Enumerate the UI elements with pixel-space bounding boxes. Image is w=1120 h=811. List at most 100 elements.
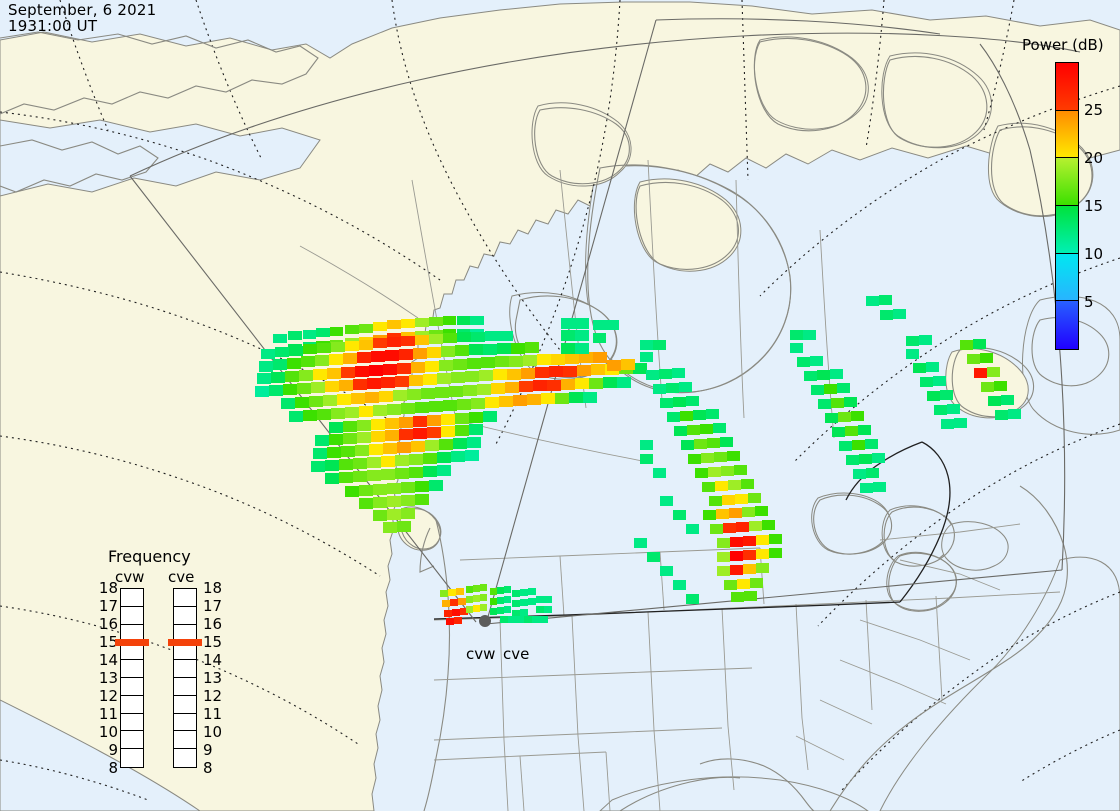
scatter-cell	[466, 606, 473, 613]
scatter-cell	[995, 410, 1008, 420]
scatter-cell	[563, 366, 577, 377]
scatter-cell	[466, 596, 473, 603]
scatter-cell	[415, 318, 429, 327]
scatter-cell	[680, 411, 693, 421]
scatter-cell	[561, 343, 575, 354]
scatter-cell	[255, 386, 269, 397]
scatter-cell	[513, 395, 527, 406]
scatter-cell	[593, 352, 607, 363]
scatter-cell	[551, 354, 565, 365]
scatter-cell	[303, 330, 316, 339]
scatter-cell	[303, 344, 317, 354]
island	[753, 36, 869, 130]
scatter-cell	[427, 347, 441, 358]
scatter-cell	[742, 507, 755, 517]
scatter-cell	[455, 425, 469, 436]
scatter-cell	[359, 485, 373, 496]
scatter-cell	[443, 333, 457, 343]
backscatter-cells	[255, 295, 1021, 625]
scatter-cell	[575, 318, 589, 329]
frequency-tick-row	[174, 589, 196, 607]
frequency-label-cve-11: 11	[203, 705, 223, 723]
scatter-cell	[395, 468, 409, 479]
frequency-label-cve-16: 16	[203, 615, 223, 633]
scatter-cell	[339, 472, 353, 483]
colorbar-title: Power (dB)	[1022, 36, 1104, 54]
frequency-tick-row	[121, 589, 143, 607]
scatter-cell	[954, 418, 967, 428]
island	[531, 102, 632, 187]
scatter-cell	[437, 452, 451, 463]
scatter-cell	[666, 383, 679, 393]
scatter-cell	[329, 354, 343, 365]
frequency-label-cve-14: 14	[203, 651, 223, 669]
scatter-cell	[736, 522, 749, 532]
scatter-cell	[435, 387, 449, 398]
scatter-cell	[536, 596, 544, 603]
scatter-cell	[454, 617, 462, 624]
scatter-cell	[528, 598, 536, 605]
scatter-cell	[504, 596, 511, 603]
scatter-cell	[723, 523, 736, 533]
scatter-cell	[717, 552, 730, 562]
colorbar-segment-1	[1056, 110, 1078, 159]
colorbar-tick-10: 10	[1084, 245, 1104, 263]
scatter-cell	[640, 454, 653, 464]
scatter-cell	[441, 426, 455, 437]
scatter-cell	[640, 352, 653, 362]
scatter-cell	[483, 411, 497, 422]
scatter-cell	[695, 468, 708, 478]
scatter-cell	[720, 437, 733, 447]
scatter-cell	[448, 589, 456, 596]
scatter-cell	[473, 605, 480, 612]
scatter-cell	[473, 595, 480, 602]
scatter-cell	[367, 378, 381, 389]
scatter-cell	[325, 460, 339, 471]
scatter-cell	[480, 594, 487, 601]
scatter-cell	[561, 330, 575, 341]
frequency-label-cvw-10: 10	[98, 723, 118, 741]
scatter-cell	[730, 551, 743, 561]
scatter-cell	[837, 383, 850, 393]
scatter-cell	[446, 618, 454, 625]
scatter-cell	[469, 424, 483, 435]
scatter-cell	[839, 441, 852, 451]
scatter-cell	[367, 457, 381, 468]
scatter-cell	[465, 450, 479, 461]
scatter-cell	[295, 397, 309, 408]
scatter-cell	[325, 473, 339, 484]
power-colorbar: Power (dB) 25 20 15 10 5	[1010, 36, 1120, 366]
scatter-cell	[858, 425, 871, 435]
scatter-cell	[437, 465, 451, 476]
scatter-cell	[845, 426, 858, 436]
scatter-cell	[371, 431, 385, 442]
scatter-cell	[672, 368, 685, 378]
scatter-cell	[261, 349, 275, 359]
scatter-cell	[844, 397, 857, 407]
scatter-cell	[659, 369, 672, 379]
scatter-cell	[399, 349, 413, 360]
scatter-cell	[401, 482, 415, 493]
scatter-cell	[353, 471, 367, 482]
scatter-cell	[458, 598, 466, 605]
frequency-tick-row	[121, 642, 143, 661]
scatter-cell	[469, 412, 483, 423]
scatter-cell	[880, 310, 893, 320]
scatter-cell	[439, 360, 453, 371]
scatter-cell	[401, 508, 415, 519]
scatter-cell	[353, 458, 367, 469]
scatter-cell	[325, 381, 339, 392]
scatter-cell	[743, 564, 756, 574]
scatter-cell	[505, 382, 519, 393]
scatter-cell	[415, 481, 429, 492]
scatter-cell	[413, 348, 427, 359]
frequency-label-cvw-8: 8	[108, 759, 118, 777]
scatter-cell	[810, 356, 823, 366]
scatter-cell	[547, 380, 561, 391]
scatter-cell	[575, 378, 589, 389]
scatter-cell	[467, 358, 481, 369]
scatter-cell	[477, 384, 491, 395]
scatter-cell	[926, 362, 939, 372]
scatter-cell	[524, 616, 532, 623]
